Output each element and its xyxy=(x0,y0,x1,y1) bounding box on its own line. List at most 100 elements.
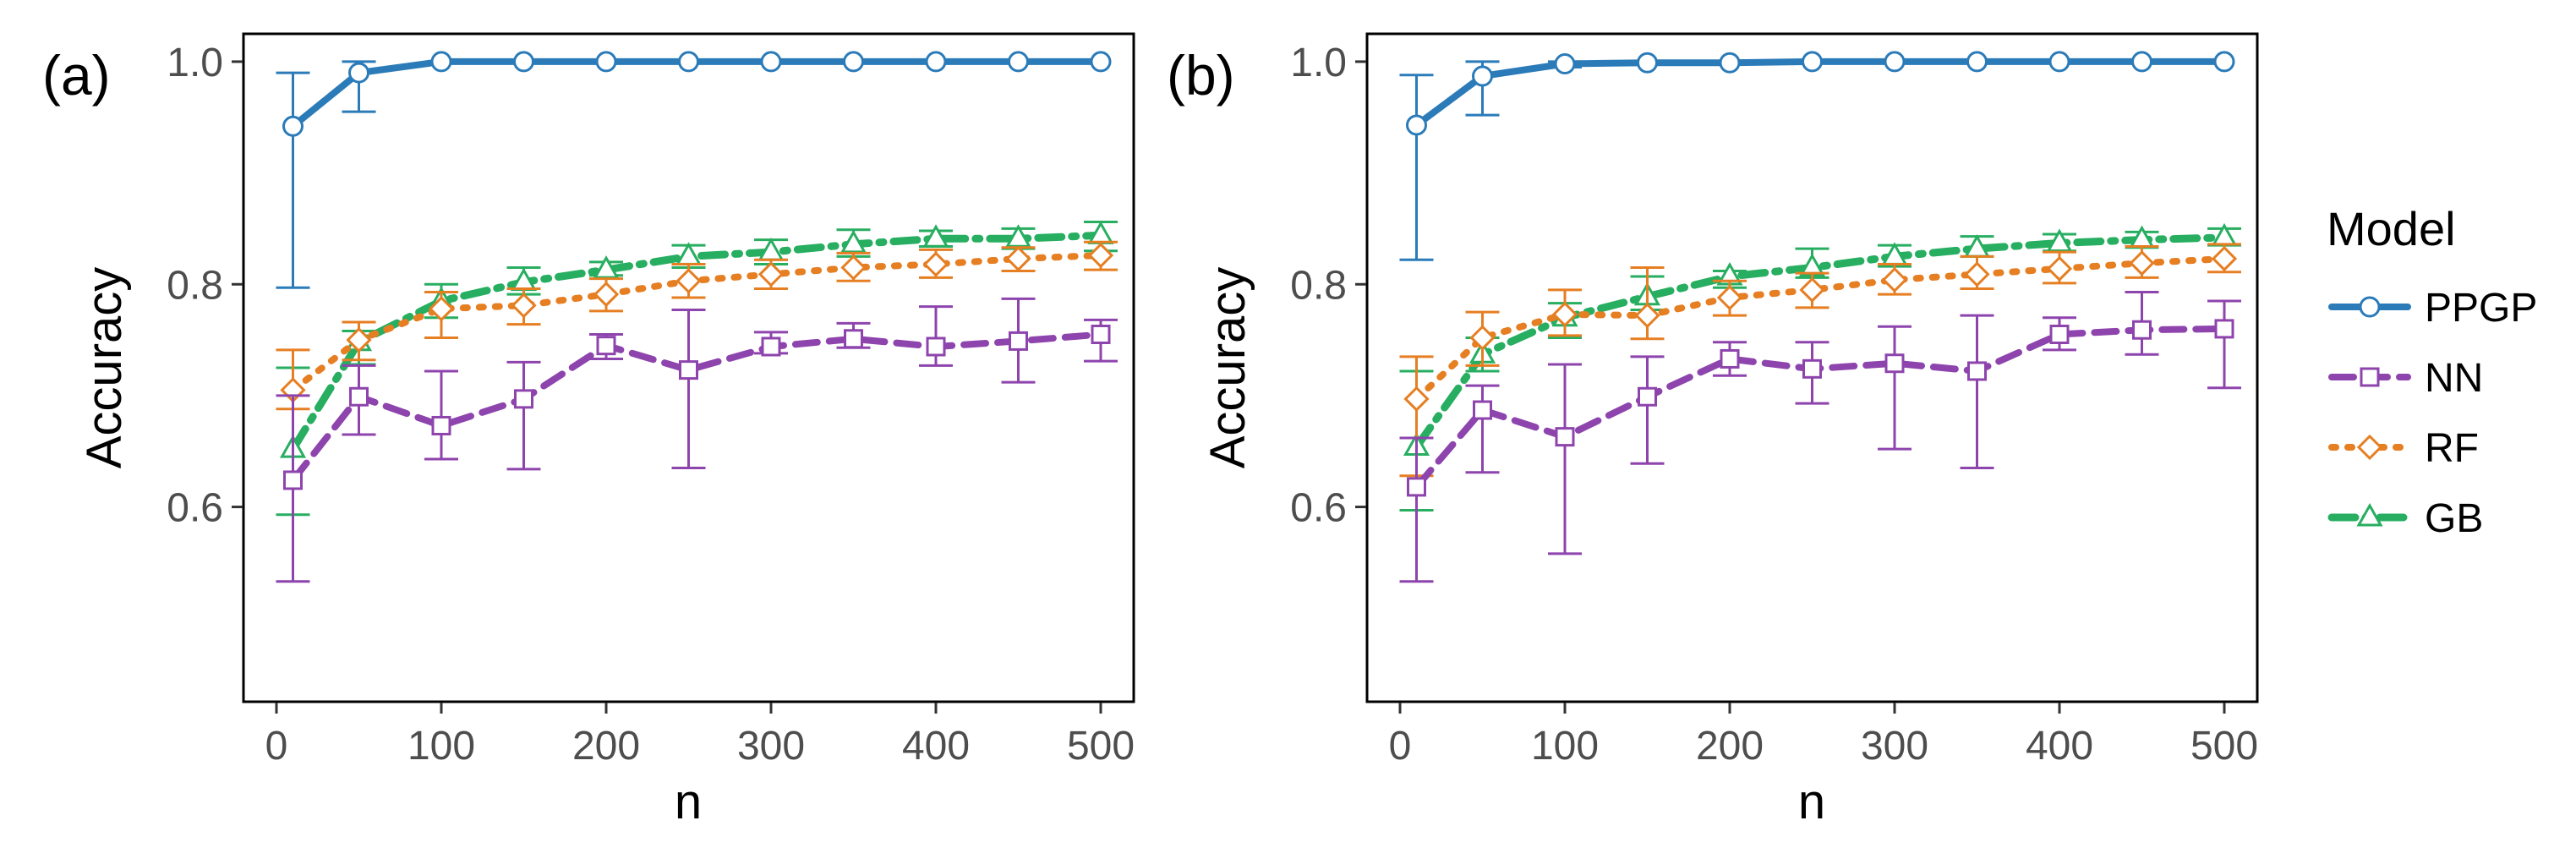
rf-point xyxy=(593,281,620,308)
nn-point xyxy=(1720,348,1740,369)
nn-point xyxy=(1802,358,1822,379)
ppgp-point xyxy=(1884,51,1906,73)
ppgp-point xyxy=(1008,51,1029,73)
nn-point xyxy=(679,360,698,380)
nn-point xyxy=(596,336,616,356)
rf-point xyxy=(1634,302,1660,329)
y-tick-label: 1.0 xyxy=(1290,41,1347,85)
ppgp-point xyxy=(760,51,782,73)
panel-b-frame xyxy=(1365,32,2259,703)
nn-point xyxy=(1638,386,1657,407)
legend-label: NN xyxy=(2425,356,2483,401)
nn-point xyxy=(761,336,781,357)
nn-point xyxy=(1009,331,1028,351)
panel-b-xlabel: n xyxy=(1798,774,1825,829)
y-tick-label: 0.6 xyxy=(167,486,223,531)
legend-key-marker xyxy=(2360,367,2380,387)
ppgp-point xyxy=(1406,114,1427,136)
ppgp-point xyxy=(2131,51,2152,73)
nn-point xyxy=(1884,353,1905,374)
nn-point xyxy=(349,386,369,407)
rf-point xyxy=(1716,284,1743,311)
x-tick-label: 100 xyxy=(1531,724,1599,769)
gb-point xyxy=(593,255,620,279)
ppgp-point xyxy=(925,51,947,73)
ppgp-point xyxy=(1472,65,1493,87)
panel-a: (a) 0 100 200 300 400 500 0.6 0.8 1.0 n Accuracy xyxy=(42,32,1135,829)
x-tick-label: 400 xyxy=(2026,724,2093,769)
rf-point xyxy=(2129,250,2155,276)
legend-label: PPGP xyxy=(2425,286,2537,331)
legend-key-marker xyxy=(2356,434,2383,461)
ppgp-point xyxy=(513,51,534,73)
ppgp-point xyxy=(1554,53,1576,75)
nn-point xyxy=(283,470,303,490)
ppgp-point xyxy=(1966,51,1988,73)
panel-a-frame xyxy=(242,32,1135,703)
rf-point xyxy=(2211,245,2238,272)
ppgp-point xyxy=(595,51,617,73)
legend-key-marker xyxy=(2356,502,2383,527)
legend-key-marker xyxy=(2359,296,2381,318)
x-tick-label: 200 xyxy=(572,724,640,769)
ppgp-point xyxy=(430,51,452,73)
panel-b-label: (b) xyxy=(1167,44,1235,107)
legend-entry-gb: GB xyxy=(2327,496,2483,541)
series-ppgp xyxy=(1399,51,2235,261)
x-tick-label: 400 xyxy=(902,724,970,769)
panel-a-ticks: 0 100 200 300 400 500 0.6 0.8 1.0 xyxy=(167,41,1135,769)
panel-a-label: (a) xyxy=(42,44,111,107)
x-tick-label: 300 xyxy=(1861,724,1928,769)
ppgp-point xyxy=(348,62,369,84)
gb-point xyxy=(922,224,949,248)
rf-point xyxy=(2046,255,2073,282)
legend-label: RF xyxy=(2425,426,2479,471)
rf-point xyxy=(675,268,702,294)
ppgp-point xyxy=(678,51,699,73)
rf-line xyxy=(1413,255,2228,402)
rf-point xyxy=(346,326,372,353)
rf-point xyxy=(1469,325,1496,351)
y-tick-label: 0.6 xyxy=(1290,486,1347,531)
nn-point xyxy=(2132,320,2152,340)
nn-point xyxy=(431,415,451,435)
y-tick-label: 0.8 xyxy=(1290,263,1347,308)
rf-point xyxy=(840,254,867,281)
x-tick-label: 0 xyxy=(265,724,288,769)
x-tick-label: 300 xyxy=(737,724,805,769)
rf-point xyxy=(1964,261,1990,287)
series-ppgp xyxy=(276,51,1112,289)
y-tick-label: 1.0 xyxy=(167,41,223,85)
panel-a-marks xyxy=(276,51,1118,583)
legend-entry-nn: NN xyxy=(2328,356,2483,401)
legend-entry-rf: RF xyxy=(2328,426,2479,471)
nn-point xyxy=(1091,325,1111,344)
nn-point xyxy=(1407,477,1426,497)
ppgp-point xyxy=(843,51,864,73)
nn-point xyxy=(844,329,863,349)
x-tick-label: 500 xyxy=(1067,724,1135,769)
nn-point xyxy=(2214,319,2234,339)
nn-point xyxy=(926,336,946,357)
panel-b-marks xyxy=(1399,51,2241,583)
ppgp-point xyxy=(2048,51,2070,73)
legend-entry-ppgp: PPGP xyxy=(2328,286,2537,331)
x-tick-label: 500 xyxy=(2190,724,2258,769)
gb-point xyxy=(2046,228,2073,253)
ppgp-point xyxy=(1719,52,1741,74)
rf-point xyxy=(1881,266,1908,293)
y-tick-label: 0.8 xyxy=(167,263,223,308)
legend: Model PPGP NN RF GB xyxy=(2327,202,2537,541)
rf-point xyxy=(428,296,455,322)
nn-point xyxy=(1555,427,1575,447)
panel-b-ticks: 0 100 200 300 400 500 0.6 0.8 1.0 xyxy=(1290,41,2258,769)
panel-a-ylabel: Accuracy xyxy=(77,267,132,469)
x-tick-label: 100 xyxy=(407,724,475,769)
panel-b: (b) 0 100 200 300 400 500 0.6 0.8 1.0 n Accuracy xyxy=(1167,32,2259,829)
nn-point xyxy=(1473,400,1492,420)
legend-title: Model xyxy=(2327,202,2456,255)
rf-point xyxy=(757,261,785,287)
panel-b-ylabel: Accuracy xyxy=(1200,267,1255,469)
